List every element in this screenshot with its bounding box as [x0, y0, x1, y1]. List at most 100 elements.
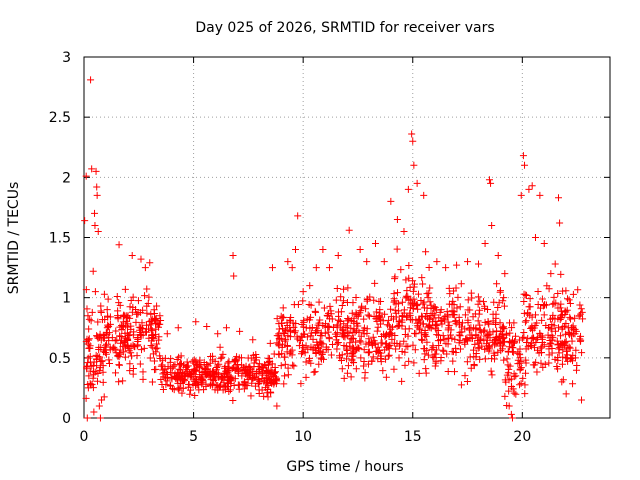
data-point: [461, 325, 469, 333]
data-point: [338, 302, 346, 310]
data-point: [84, 381, 92, 389]
data-point: [370, 296, 378, 304]
data-point: [233, 353, 241, 361]
data-point: [136, 326, 144, 334]
data-point: [238, 372, 246, 380]
data-point: [378, 339, 386, 347]
data-point: [99, 334, 107, 342]
data-point: [281, 337, 289, 345]
data-point: [274, 340, 282, 348]
data-point: [332, 296, 340, 304]
data-point: [316, 316, 324, 324]
data-point: [569, 351, 577, 359]
data-point: [217, 372, 225, 380]
data-point: [374, 343, 382, 351]
data-point: [558, 339, 566, 347]
data-point: [150, 316, 158, 324]
data-point: [522, 359, 530, 367]
data-point: [540, 341, 548, 349]
data-point: [554, 194, 562, 202]
data-point: [369, 333, 377, 341]
data-point: [132, 318, 140, 326]
data-point: [471, 310, 479, 318]
data-point: [87, 317, 95, 325]
data-point: [461, 311, 469, 319]
data-point: [404, 332, 412, 340]
data-point: [403, 287, 411, 295]
data-point: [236, 327, 244, 335]
data-point: [302, 373, 310, 381]
data-point: [481, 326, 489, 334]
data-point: [569, 290, 577, 298]
data-point: [356, 337, 364, 345]
data-point: [225, 388, 233, 396]
data-point: [382, 373, 390, 381]
data-point: [516, 381, 524, 389]
data-point: [464, 296, 472, 304]
data-point: [112, 327, 120, 335]
data-point: [99, 378, 107, 386]
data-point: [507, 339, 515, 347]
data-point: [333, 333, 341, 341]
data-point: [484, 319, 492, 327]
data-point: [352, 309, 360, 317]
data-point: [347, 324, 355, 332]
data-point: [558, 360, 566, 368]
data-point: [463, 377, 471, 385]
data-point: [93, 362, 101, 370]
data-point: [137, 255, 145, 263]
data-point: [310, 368, 318, 376]
data-point: [435, 341, 443, 349]
data-point: [385, 331, 393, 339]
data-point: [426, 284, 434, 292]
data-point: [124, 337, 132, 345]
data-point: [522, 369, 530, 377]
data-point: [90, 408, 98, 416]
data-point: [184, 372, 192, 380]
data-point: [106, 360, 114, 368]
x-tick-label: 0: [80, 429, 89, 445]
data-point: [520, 309, 528, 317]
data-point: [127, 296, 135, 304]
data-point: [362, 340, 370, 348]
data-point: [537, 349, 545, 357]
data-point: [550, 299, 558, 307]
data-point: [104, 323, 112, 331]
data-point: [577, 332, 585, 340]
data-point: [445, 321, 453, 329]
data-point: [458, 328, 466, 336]
data-point: [284, 258, 292, 266]
data-point: [114, 307, 122, 315]
data-point: [545, 342, 553, 350]
data-point: [306, 354, 314, 362]
data-point: [574, 286, 582, 294]
data-point: [209, 356, 217, 364]
data-point: [88, 165, 96, 173]
data-point: [415, 369, 423, 377]
data-point: [138, 346, 146, 354]
data-point: [249, 374, 257, 382]
data-point: [119, 377, 127, 385]
data-point: [417, 329, 425, 337]
data-point: [419, 280, 427, 288]
data-point: [258, 371, 266, 379]
data-point: [153, 302, 161, 310]
data-point: [392, 300, 400, 308]
data-point: [487, 179, 495, 187]
data-point: [329, 341, 337, 349]
data-point: [495, 299, 503, 307]
data-point: [439, 346, 447, 354]
data-point: [391, 306, 399, 314]
data-point: [83, 365, 91, 373]
data-point: [444, 368, 452, 376]
data-point: [308, 329, 316, 337]
data-point: [336, 354, 344, 362]
y-tick-label: 2.5: [49, 110, 71, 126]
data-point: [497, 328, 505, 336]
data-point: [98, 396, 106, 404]
data-point: [442, 264, 450, 272]
data-point: [118, 321, 126, 329]
data-point: [312, 264, 320, 272]
data-point: [85, 315, 93, 323]
